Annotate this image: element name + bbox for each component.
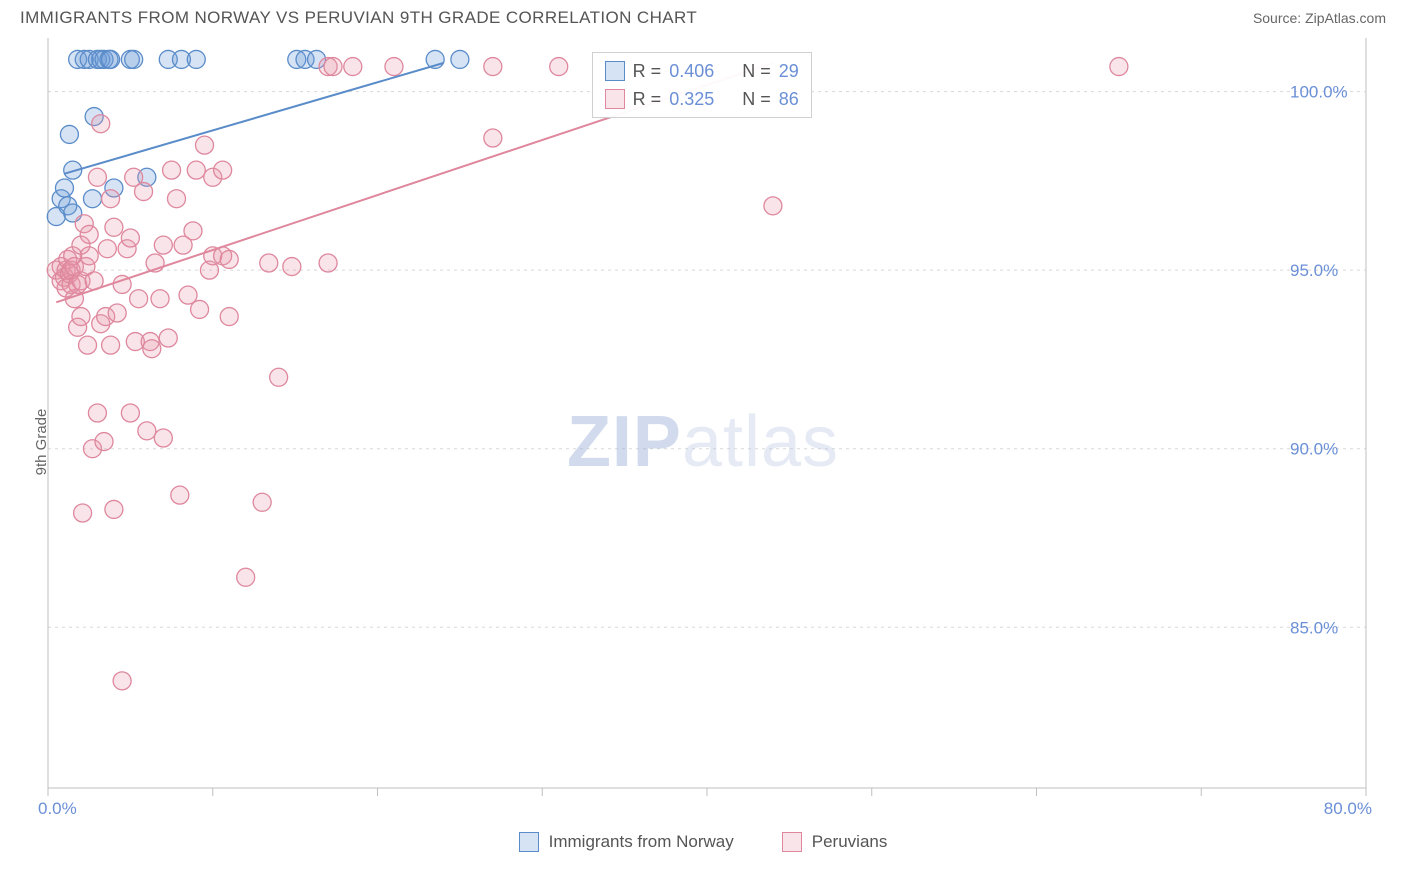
series-legend: Immigrants from Norway Peruvians [0,832,1406,852]
legend-row: R = 0.406N = 29 [605,57,799,85]
chart-title: IMMIGRANTS FROM NORWAY VS PERUVIAN 9TH G… [20,8,697,28]
chart-source: Source: ZipAtlas.com [1253,10,1386,26]
legend-swatch [782,832,802,852]
chart-header: IMMIGRANTS FROM NORWAY VS PERUVIAN 9TH G… [0,0,1406,32]
legend-row: R = 0.325N = 86 [605,85,799,113]
chart-area: 9th Grade 85.0% 90.0% 95.0% 100.0% 0.0% 80.0%… [0,32,1406,852]
svg-text:100.0%: 100.0% [1290,83,1348,102]
svg-text:80.0%: 80.0% [1324,799,1372,818]
y-axis-label: 9th Grade [33,409,50,476]
watermark: ZIPatlas [567,401,839,483]
legend-swatch [605,61,625,81]
correlation-legend: R = 0.406N = 29R = 0.325N = 86 [592,52,812,118]
legend-item: Immigrants from Norway [519,832,734,852]
legend-swatch [519,832,539,852]
legend-item: Peruvians [782,832,888,852]
svg-text:85.0%: 85.0% [1290,618,1338,637]
svg-text:90.0%: 90.0% [1290,440,1338,459]
svg-text:95.0%: 95.0% [1290,261,1338,280]
legend-swatch [605,89,625,109]
svg-text:0.0%: 0.0% [38,799,77,818]
